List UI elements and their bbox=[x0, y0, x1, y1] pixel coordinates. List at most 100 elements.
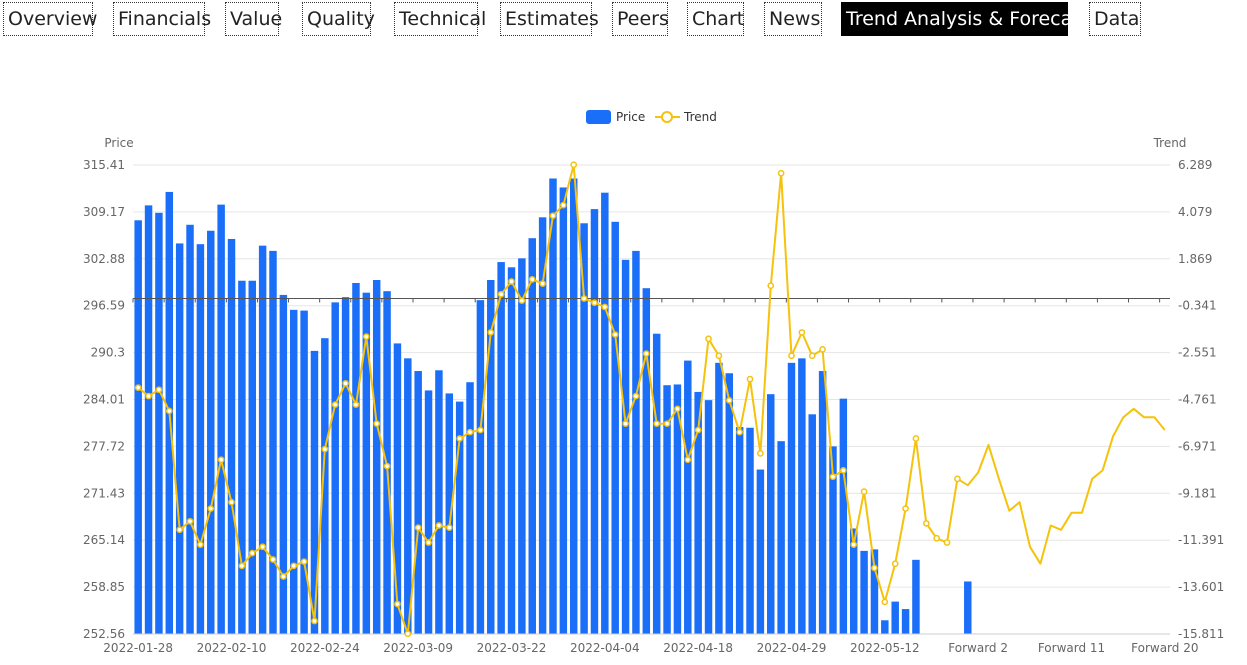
price-bar bbox=[290, 309, 298, 634]
trend-point bbox=[134, 384, 142, 391]
price-bar bbox=[891, 601, 899, 634]
price-bar bbox=[217, 204, 225, 635]
right-tick-label: -15.811 bbox=[1178, 627, 1224, 641]
price-bar bbox=[238, 280, 246, 634]
price-bar bbox=[632, 250, 640, 634]
tab-news[interactable]: News bbox=[764, 2, 822, 36]
price-bar bbox=[497, 262, 505, 634]
trend-point bbox=[591, 299, 598, 307]
trend-point bbox=[580, 295, 588, 302]
price-bar bbox=[787, 362, 796, 634]
trend-point bbox=[238, 562, 246, 570]
price-bar bbox=[673, 384, 682, 634]
trend-point bbox=[881, 598, 889, 606]
x-tick-label: 2022-01-28 bbox=[103, 641, 173, 655]
price-bar bbox=[808, 414, 816, 634]
trend-point bbox=[321, 445, 329, 453]
trend-point bbox=[456, 435, 464, 442]
trend-point bbox=[819, 346, 826, 353]
price-bar bbox=[901, 609, 910, 634]
price-bar bbox=[331, 302, 339, 634]
tab-peers[interactable]: Peers bbox=[612, 2, 669, 36]
trend-point bbox=[891, 560, 899, 568]
trend-point bbox=[684, 456, 692, 464]
trend-point bbox=[311, 617, 318, 625]
price-bar bbox=[445, 393, 454, 634]
price-bar bbox=[134, 220, 142, 634]
price-bar bbox=[767, 394, 775, 634]
price-bar bbox=[964, 581, 972, 634]
price-bar bbox=[611, 221, 619, 635]
price-bar bbox=[269, 250, 277, 634]
trend-point bbox=[487, 329, 495, 336]
trend-point bbox=[280, 573, 287, 580]
tab-trend-analysis-forecast[interactable]: Trend Analysis & Forecast bbox=[841, 2, 1090, 36]
tab-estimates[interactable]: Estimates bbox=[500, 2, 599, 36]
trend-point bbox=[560, 201, 567, 209]
price-bar bbox=[352, 282, 360, 634]
price-bar bbox=[715, 362, 723, 634]
trend-point bbox=[694, 426, 702, 434]
price-bar bbox=[341, 297, 350, 634]
x-tick-label: Forward 2 bbox=[948, 641, 1008, 655]
tab-data[interactable]: Data bbox=[1089, 2, 1141, 36]
price-bar bbox=[590, 209, 599, 634]
price-bar bbox=[258, 245, 267, 634]
price-bar bbox=[549, 178, 557, 635]
price-bar bbox=[155, 212, 163, 635]
price-bar bbox=[860, 550, 868, 634]
price-bar bbox=[144, 205, 153, 635]
price-bar bbox=[248, 280, 256, 634]
trend-point bbox=[362, 333, 370, 341]
price-bar bbox=[476, 300, 485, 634]
tab-chart[interactable]: Chart bbox=[687, 2, 744, 36]
x-tick-label: 2022-04-04 bbox=[570, 641, 640, 655]
tab-financials[interactable]: Financials bbox=[113, 2, 211, 36]
trend-point bbox=[248, 549, 256, 557]
trend-point bbox=[725, 396, 733, 404]
price-bar bbox=[414, 371, 422, 634]
trend-point bbox=[477, 426, 484, 434]
x-tick-label: 2022-05-12 bbox=[850, 641, 920, 655]
trend-point bbox=[445, 524, 453, 532]
price-bar bbox=[207, 230, 215, 635]
trend-point bbox=[228, 498, 235, 506]
trend-point bbox=[425, 539, 432, 546]
price-bar bbox=[642, 288, 651, 634]
trend-point bbox=[860, 488, 868, 495]
price-bar bbox=[559, 187, 568, 635]
trend-point bbox=[746, 375, 754, 383]
trend-point bbox=[383, 462, 391, 470]
price-bar bbox=[663, 385, 671, 634]
right-tick-label: 4.079 bbox=[1178, 205, 1212, 219]
price-bar bbox=[227, 238, 236, 635]
price-bar bbox=[829, 446, 837, 634]
trend-point bbox=[414, 524, 422, 532]
trend-point bbox=[352, 401, 360, 408]
right-tick-label: -0.341 bbox=[1178, 299, 1217, 313]
trend-point bbox=[611, 331, 619, 338]
right-tick-label: 1.869 bbox=[1178, 252, 1212, 266]
price-bar bbox=[694, 391, 702, 634]
x-tick-label: 2022-04-18 bbox=[663, 641, 733, 655]
trend-point bbox=[767, 282, 775, 290]
tab-technical[interactable]: Technical bbox=[394, 2, 486, 36]
x-tick-label: Forward 20 bbox=[1131, 641, 1198, 655]
trend-point bbox=[145, 392, 152, 400]
right-tick-label: -11.391 bbox=[1178, 533, 1224, 547]
price-bar bbox=[569, 178, 578, 635]
tab-quality[interactable]: Quality bbox=[302, 2, 375, 36]
trend-point bbox=[601, 303, 609, 311]
price-bar bbox=[466, 382, 474, 634]
price-bar bbox=[818, 371, 827, 634]
price-bar bbox=[839, 398, 848, 634]
trend-point bbox=[217, 456, 225, 464]
left-tick-label: 258.85 bbox=[83, 580, 125, 594]
tab-overview[interactable]: Overview bbox=[3, 2, 97, 36]
left-tick-label: 277.72 bbox=[83, 439, 125, 453]
trend-point bbox=[943, 539, 951, 546]
tab-value[interactable]: Value bbox=[225, 2, 282, 36]
trend-point bbox=[508, 278, 515, 285]
trend-point bbox=[155, 386, 163, 394]
price-bar bbox=[528, 238, 536, 635]
